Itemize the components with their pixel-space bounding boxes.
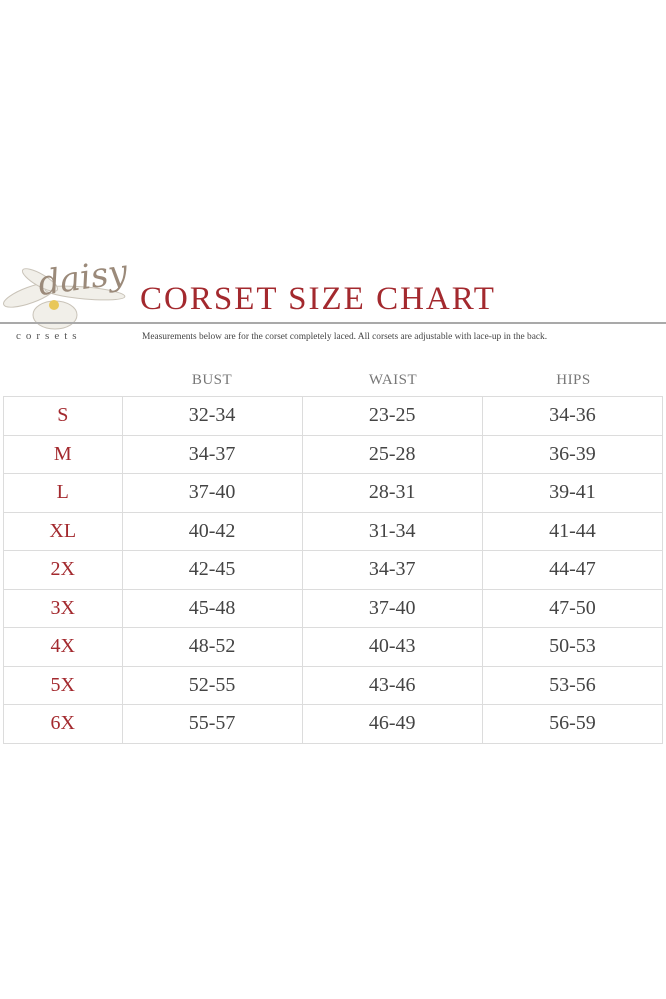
divider [0, 322, 666, 324]
column-header-waist: WAIST [368, 372, 418, 388]
table-row: 3X 45-48 37-40 47-50 [3, 588, 664, 628]
hips-cell: 36-39 [481, 434, 664, 474]
page-title: CORSET SIZE CHART [140, 281, 496, 317]
size-cell: 6X [3, 704, 123, 744]
waist-cell: 23-25 [301, 396, 483, 436]
logo-subtext: corsets [16, 330, 82, 342]
table-row: S 32-34 23-25 34-36 [3, 396, 664, 436]
hips-cell: 39-41 [481, 473, 664, 513]
hips-cell: 47-50 [481, 588, 664, 628]
bust-cell: 40-42 [121, 511, 303, 551]
waist-cell: 46-49 [301, 704, 483, 744]
waist-cell: 43-46 [301, 665, 483, 705]
table-row: 6X 55-57 46-49 56-59 [3, 704, 664, 744]
waist-cell: 31-34 [301, 511, 483, 551]
bust-cell: 32-34 [121, 396, 303, 436]
size-cell: 4X [3, 627, 123, 667]
hips-cell: 44-47 [481, 550, 664, 590]
size-cell: 3X [3, 588, 123, 628]
hips-cell: 50-53 [481, 627, 664, 667]
waist-cell: 34-37 [301, 550, 483, 590]
bust-cell: 45-48 [121, 588, 303, 628]
hips-cell: 56-59 [481, 704, 664, 744]
size-table: S 32-34 23-25 34-36 M 34-37 25-28 36-39 L 37-40 28… [3, 396, 664, 744]
size-cell: M [3, 434, 123, 474]
waist-cell: 37-40 [301, 588, 483, 628]
table-row: M 34-37 25-28 36-39 [3, 434, 664, 474]
size-cell: XL [3, 511, 123, 551]
hips-cell: 34-36 [481, 396, 664, 436]
size-cell: L [3, 473, 123, 513]
waist-cell: 25-28 [301, 434, 483, 474]
column-header-bust: BUST [191, 372, 233, 388]
table-row: 4X 48-52 40-43 50-53 [3, 627, 664, 667]
bust-cell: 55-57 [121, 704, 303, 744]
hips-cell: 53-56 [481, 665, 664, 705]
hips-cell: 41-44 [481, 511, 664, 551]
table-row: 2X 42-45 34-37 44-47 [3, 550, 664, 590]
size-cell: S [3, 396, 123, 436]
bust-cell: 34-37 [121, 434, 303, 474]
waist-cell: 40-43 [301, 627, 483, 667]
column-header-hips: HIPS [556, 372, 591, 388]
size-cell: 2X [3, 550, 123, 590]
subtitle: Measurements below are for the corset co… [142, 332, 548, 342]
table-row: L 37-40 28-31 39-41 [3, 473, 664, 513]
waist-cell: 28-31 [301, 473, 483, 513]
table-row: XL 40-42 31-34 41-44 [3, 511, 664, 551]
bust-cell: 48-52 [121, 627, 303, 667]
bust-cell: 42-45 [121, 550, 303, 590]
table-row: 5X 52-55 43-46 53-56 [3, 665, 664, 705]
bust-cell: 37-40 [121, 473, 303, 513]
bust-cell: 52-55 [121, 665, 303, 705]
size-cell: 5X [3, 665, 123, 705]
